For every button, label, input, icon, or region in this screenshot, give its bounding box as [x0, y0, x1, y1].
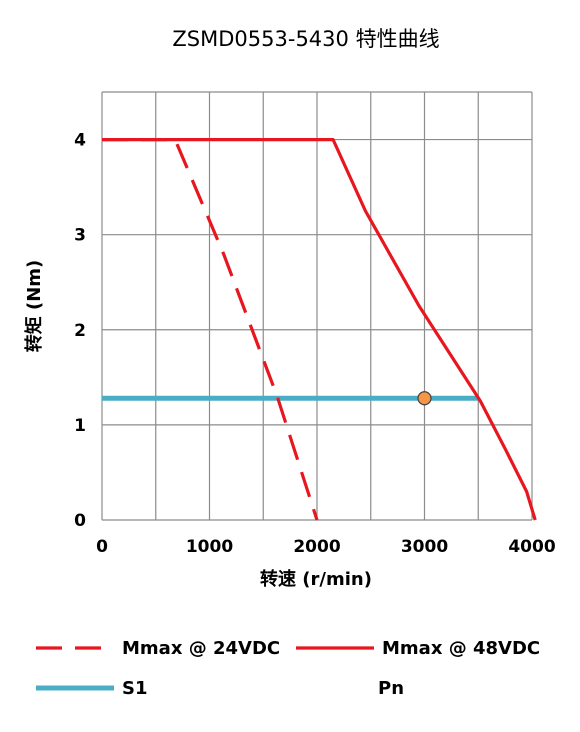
- mmax-48vdc-line: [102, 138, 537, 521]
- y-tick-label: 1: [74, 416, 86, 436]
- y-axis-label: 转矩 (Nm): [23, 260, 45, 353]
- chart-title: ZSMD0553-5430 特性曲线: [172, 27, 439, 51]
- x-tick-label: 2000: [293, 537, 340, 557]
- legend-label: Pn: [378, 678, 404, 699]
- grid: [101, 91, 533, 521]
- x-tick-label: 3000: [401, 537, 448, 557]
- x-tick-label: 0: [96, 537, 108, 557]
- series-layer: [102, 138, 537, 521]
- legend-label: Mmax @ 24VDC: [122, 638, 280, 659]
- y-tick-label: 0: [74, 511, 86, 531]
- y-tick-label: 4: [74, 131, 86, 151]
- legend: Mmax @ 24VDC Mmax @ 48VDC S1 Pn: [36, 638, 540, 699]
- tick-labels: 0 1000 2000 3000 4000 0 1 2 3 4: [74, 131, 556, 557]
- x-axis-label: 转速 (r/min): [260, 568, 372, 590]
- legend-label: Mmax @ 48VDC: [382, 638, 540, 659]
- x-tick-label: 4000: [508, 537, 555, 557]
- legend-label: S1: [122, 678, 148, 699]
- pn-marker: [417, 391, 432, 406]
- y-tick-label: 3: [74, 226, 86, 246]
- mmax-24vdc-line: [102, 138, 319, 521]
- y-tick-label: 2: [74, 321, 86, 341]
- x-tick-label: 1000: [186, 537, 233, 557]
